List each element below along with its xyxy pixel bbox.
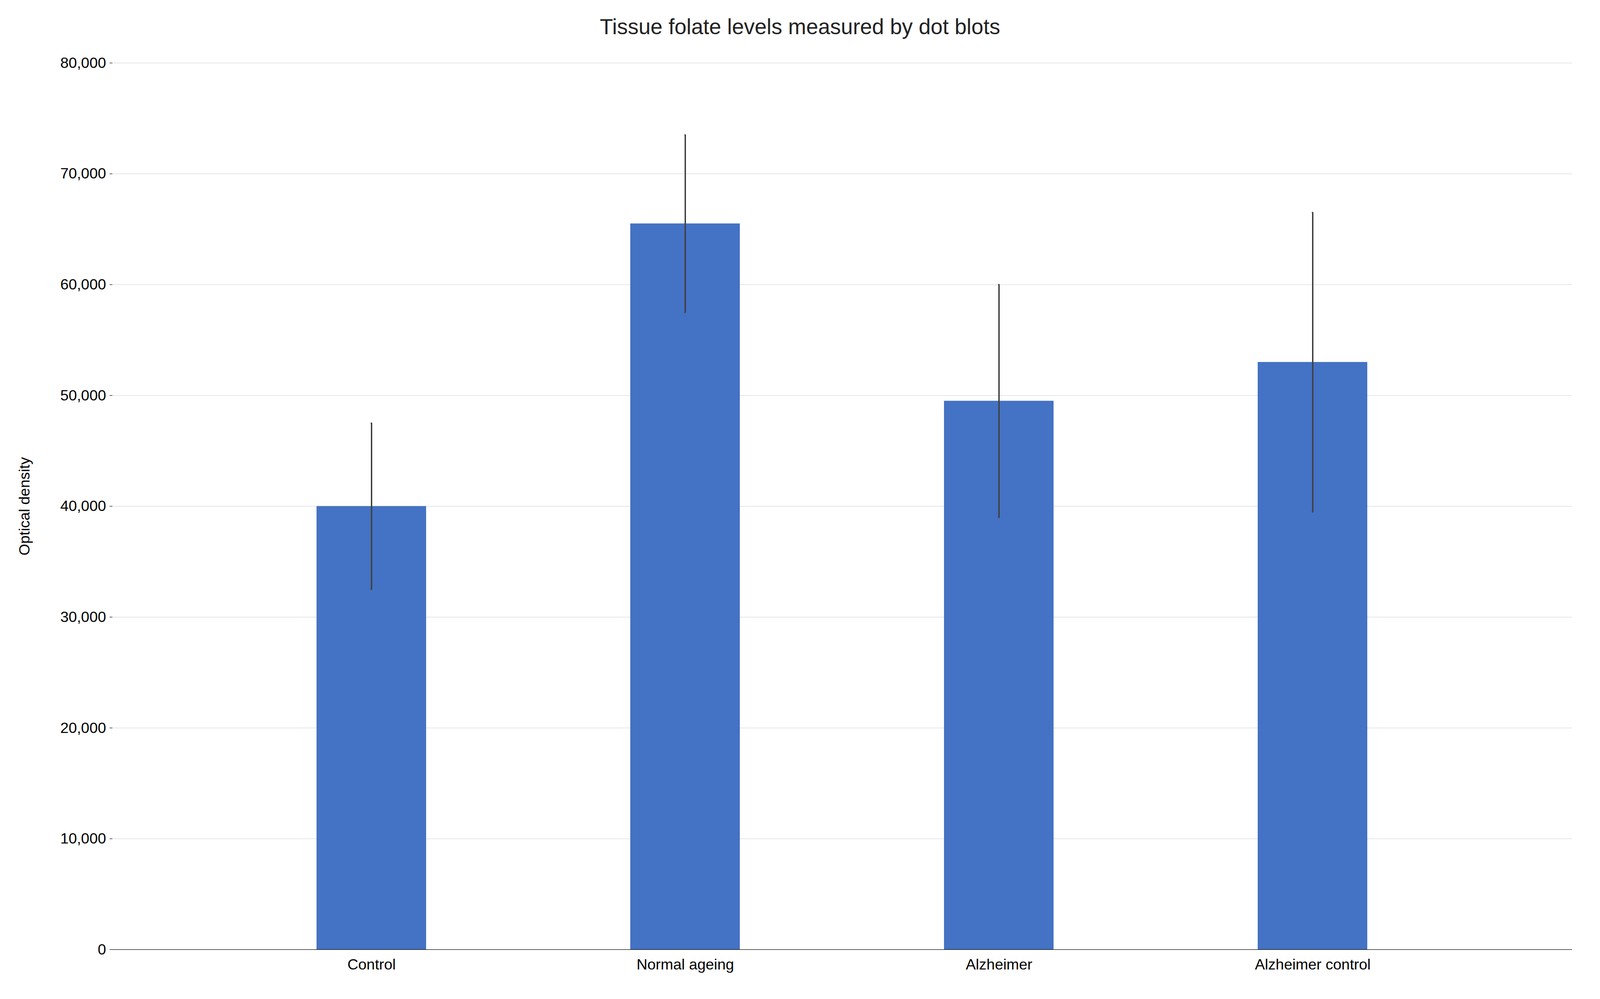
svg-text:40,000: 40,000 xyxy=(60,497,107,515)
svg-text:80,000: 80,000 xyxy=(60,54,107,72)
svg-text:Alzheimer: Alzheimer xyxy=(965,955,1033,973)
svg-text:Normal ageing: Normal ageing xyxy=(636,955,734,973)
svg-text:10,000: 10,000 xyxy=(60,829,107,847)
svg-text:30,000: 30,000 xyxy=(60,608,107,626)
svg-text:70,000: 70,000 xyxy=(60,164,107,182)
svg-text:Alzheimer control: Alzheimer control xyxy=(1254,955,1371,973)
svg-text:0: 0 xyxy=(97,940,107,958)
svg-text:60,000: 60,000 xyxy=(60,275,107,293)
svg-text:50,000: 50,000 xyxy=(60,386,107,404)
html-text:Tissue folate levels measured: Tissue folate levels measured by dot blo… xyxy=(599,14,1001,39)
svg-text:20,000: 20,000 xyxy=(60,718,107,736)
svg-text:Control: Control xyxy=(347,955,396,973)
svg-text:Optical density: Optical density xyxy=(15,457,33,556)
